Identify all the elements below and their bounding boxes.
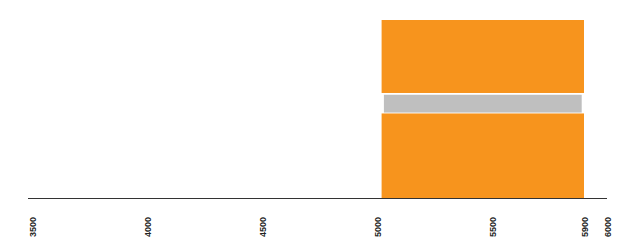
x-tick-label: 6000 [603,217,613,237]
x-tick-label: 3500 [28,217,38,237]
bars [382,20,584,198]
x-tick-label: 5000 [373,217,383,237]
x-axis-line [28,198,607,199]
x-tick-label: 4500 [258,217,268,237]
x-tick-label: 5500 [488,217,498,237]
range-bar [382,20,584,93]
chart-container: 3500 4000 4500 5000 5500 5900 6000 [0,0,625,247]
range-bar [382,113,584,198]
chart: 3500 4000 4500 5000 5500 5900 6000 [0,0,625,247]
x-tick-label: 5900 [580,217,590,237]
x-tick-label: 4000 [143,217,153,237]
range-bar [384,95,582,113]
